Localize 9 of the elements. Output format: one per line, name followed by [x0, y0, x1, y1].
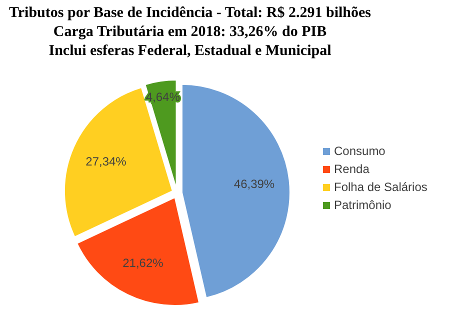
- legend-label: Renda: [334, 162, 370, 176]
- legend-label: Consumo: [334, 144, 386, 158]
- chart-subtitle: Carga Tributária em 2018: 33,26% do PIB Inclui esferas Federal, Estadual e Municipal: [48, 23, 332, 61]
- legend-label: Folha de Salários: [334, 180, 428, 194]
- data-label: 27,34%: [86, 154, 127, 168]
- data-label: 21,62%: [122, 256, 164, 270]
- legend-label: Patrimônio: [334, 198, 392, 212]
- data-label: 46,39%: [234, 177, 275, 192]
- chart-title: Tributos por Base de Incidência - Total: R$ 2.291 bilhões: [8, 4, 372, 23]
